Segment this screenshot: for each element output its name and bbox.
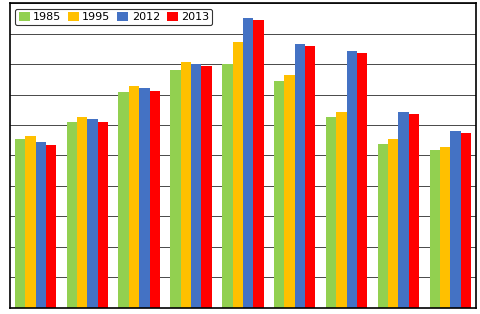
Bar [253, 20, 263, 308]
Legend: 1985, 1995, 2012, 2013: 1985, 1995, 2012, 2013 [15, 9, 212, 25]
Bar [139, 89, 149, 308]
Bar [170, 70, 180, 308]
Bar [356, 53, 367, 308]
Bar [408, 114, 418, 308]
Bar [15, 139, 25, 308]
Bar [46, 145, 56, 308]
Bar [149, 91, 160, 308]
Bar [87, 119, 97, 308]
Bar [387, 139, 397, 308]
Bar [294, 44, 304, 308]
Bar [25, 136, 36, 308]
Bar [180, 62, 191, 308]
Bar [429, 150, 439, 308]
Bar [77, 117, 87, 308]
Bar [242, 18, 253, 308]
Bar [336, 112, 346, 308]
Bar [129, 86, 139, 308]
Bar [232, 42, 242, 308]
Bar [97, 122, 108, 308]
Bar [118, 92, 129, 308]
Bar [439, 147, 449, 308]
Bar [304, 46, 315, 308]
Bar [222, 64, 232, 308]
Bar [201, 66, 211, 308]
Bar [346, 51, 356, 308]
Bar [274, 81, 284, 308]
Bar [377, 144, 387, 308]
Bar [397, 112, 408, 308]
Bar [191, 64, 201, 308]
Bar [460, 133, 470, 308]
Bar [36, 142, 46, 308]
Bar [325, 117, 336, 308]
Bar [284, 75, 294, 308]
Bar [67, 122, 77, 308]
Bar [449, 131, 460, 308]
